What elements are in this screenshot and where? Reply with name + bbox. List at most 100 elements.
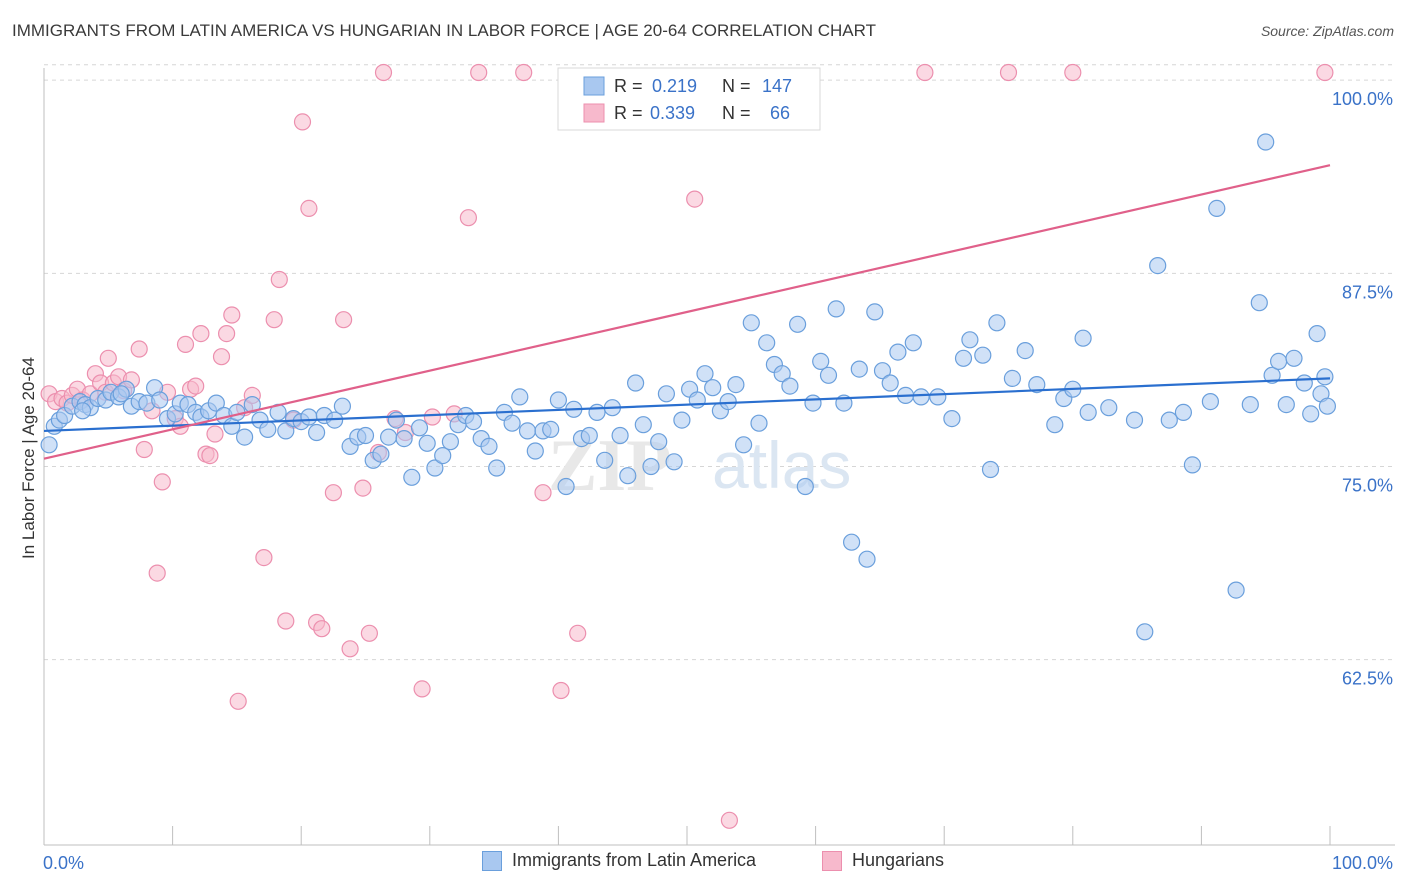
latin-america-point: [596, 451, 614, 469]
latin-america-point: [426, 459, 444, 477]
latin-america-point: [403, 468, 421, 486]
latin-america-point: [1277, 396, 1295, 414]
latin-america-point: [634, 416, 652, 434]
latin-america-point: [1125, 411, 1144, 429]
legend-swatch: [482, 850, 502, 871]
hungarians-point: [270, 270, 288, 289]
hungarians-point: [176, 335, 195, 353]
latin-america-point: [1302, 405, 1320, 423]
latin-america-point: [1046, 416, 1064, 434]
latin-america-point: [526, 442, 544, 460]
latin-america-point: [518, 422, 537, 440]
legend-item-hungarians: Hungarians: [822, 850, 944, 871]
source-credit: Source: ZipAtlas.com: [1260, 23, 1394, 39]
legend-swatch: [822, 850, 842, 871]
latin-america-point: [665, 453, 683, 471]
axis-layer: [43, 68, 1395, 846]
latin-america-point: [819, 366, 838, 384]
latin-america-point: [410, 419, 429, 437]
legend-n-label-1: N =: [722, 76, 751, 96]
latin-america-point: [372, 445, 390, 463]
latin-america-point: [1318, 397, 1337, 415]
hungarians-points: [40, 63, 1334, 829]
latin-america-point: [974, 346, 992, 364]
hungarians-point: [192, 325, 210, 343]
latin-america-point: [549, 391, 568, 409]
legend-swatch-latin-america: [583, 76, 605, 96]
hungarians-point: [201, 447, 219, 465]
hungarians-point: [229, 692, 247, 710]
hungarians-trendline: [43, 164, 1331, 460]
latin-america-point: [1016, 342, 1034, 360]
latin-america-point: [954, 349, 973, 367]
latin-america-point: [395, 430, 413, 448]
legend-swatch-hungarians: [583, 103, 605, 123]
latin-america-point: [1149, 257, 1167, 275]
latin-america-point: [889, 343, 907, 361]
latin-america-point: [688, 391, 706, 409]
hungarians-point: [341, 640, 359, 658]
legend-bottom: Immigrants from Latin America Hungarians: [0, 850, 1406, 880]
latin-america-point: [580, 426, 598, 445]
y-axis-label: In Labor Force | Age 20-64: [19, 357, 38, 559]
latin-america-point: [1308, 325, 1326, 343]
legend-n-value-1: 147: [762, 76, 792, 96]
latin-america-point: [929, 388, 947, 406]
latin-america-point: [842, 533, 861, 551]
latin-america-point: [850, 360, 868, 378]
latin-america-point: [1241, 396, 1259, 414]
latin-america-point: [434, 447, 452, 465]
latin-america-point: [1160, 411, 1178, 429]
latin-america-point: [151, 391, 169, 409]
hungarians-point: [148, 564, 166, 582]
hungarians-point: [223, 306, 241, 324]
latin-america-point: [259, 420, 277, 438]
latin-america-point: [488, 459, 506, 477]
latin-america-point: [333, 397, 351, 415]
hungarians-point: [313, 620, 331, 638]
latin-america-point: [734, 436, 753, 454]
legend-r-value-2: 0.339: [650, 103, 695, 123]
latin-america-point: [750, 414, 768, 432]
latin-america-point: [1316, 368, 1334, 386]
chart-title: IMMIGRANTS FROM LATIN AMERICA VS HUNGARI…: [12, 21, 877, 40]
hungarians-point: [916, 63, 934, 82]
latin-america-point: [657, 385, 676, 403]
latin-america-point: [1295, 374, 1313, 392]
latin-america-point: [696, 365, 714, 383]
hungarians-point: [1064, 63, 1082, 82]
hungarians-point: [354, 479, 372, 497]
latin-america-point: [207, 394, 225, 412]
latin-america-point: [1074, 329, 1092, 347]
latin-america-point: [40, 436, 58, 454]
hungarians-point: [423, 408, 441, 426]
latin-america-point: [742, 314, 760, 332]
latin-america-point: [112, 385, 130, 403]
hungarians-point: [218, 325, 236, 343]
hungarians-point: [187, 377, 205, 395]
hungarians-point: [265, 311, 283, 329]
latin-america-point: [557, 477, 575, 496]
latin-america-point: [1208, 199, 1226, 217]
hungarians-point: [293, 113, 312, 131]
latin-america-point: [1136, 623, 1154, 641]
legend-r-label-1: R =: [614, 76, 643, 96]
latin-america-point: [300, 408, 318, 426]
latin-america-point: [858, 550, 876, 568]
latin-america-point: [804, 394, 822, 412]
latin-america-point: [1183, 456, 1202, 474]
hungarians-point: [324, 484, 342, 502]
y-tick-label: 75.0%: [1342, 475, 1393, 495]
latin-america-point: [981, 460, 1000, 479]
latin-america-point: [904, 334, 922, 352]
latin-america-point: [719, 393, 737, 411]
latin-america-point: [1028, 376, 1046, 394]
hungarians-point: [153, 473, 171, 491]
latin-america-point: [380, 428, 398, 446]
latin-america-point: [961, 331, 979, 349]
hungarians-point: [552, 681, 570, 700]
latin-america-point: [1269, 352, 1288, 370]
latin-america-point: [542, 420, 560, 438]
latin-america-point: [1003, 369, 1022, 387]
